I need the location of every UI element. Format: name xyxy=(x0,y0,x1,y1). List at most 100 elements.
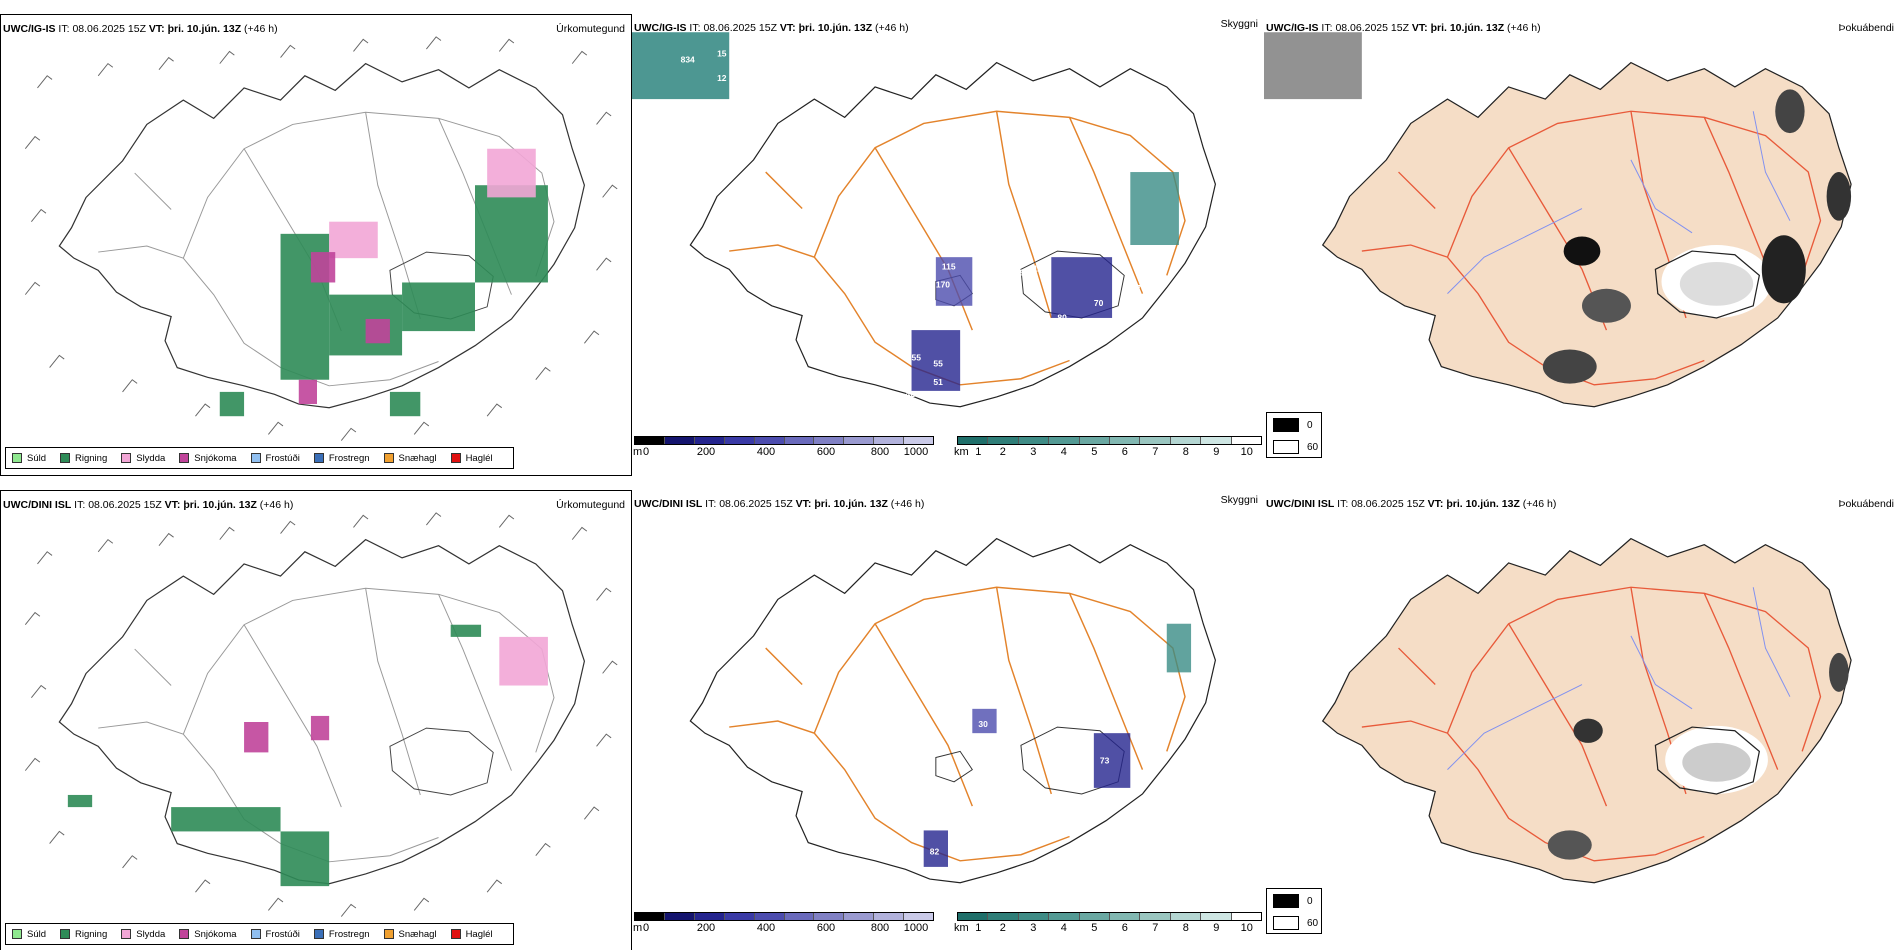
cloud-legend-item: 60 xyxy=(1273,437,1321,457)
precip-type-panel-1: UWC/IG-IS IT: 08.06.2025 15Z VT: þri. 10… xyxy=(0,14,632,476)
visibility-label: 15 xyxy=(717,49,727,59)
colorbar-tick: 8 xyxy=(1182,922,1189,934)
colorbar-tick: 5 xyxy=(1091,922,1098,934)
colorbar-tick: 0 xyxy=(642,922,650,934)
visibility-map: 834 15 12 115 170 193 112 95 65 76 70 80… xyxy=(632,32,1216,408)
fog-map xyxy=(1322,538,1852,884)
legend-item: Snæhagl xyxy=(383,929,437,940)
visibility-label: 834 xyxy=(681,55,695,65)
colorbar-tick: 800 xyxy=(870,446,890,458)
fog-panel-1: UWC/IG-IS IT: 08.06.2025 15Z VT: þri. 10… xyxy=(1264,14,1900,476)
legend-item: Haglél xyxy=(450,929,493,940)
legend-item: Frostregn xyxy=(313,453,370,464)
panel-header: UWC/DINI ISL IT: 08.06.2025 15Z VT: þri.… xyxy=(3,499,294,511)
colorbar-tick: 7 xyxy=(1152,446,1159,458)
visibility-label: 82 xyxy=(930,847,940,857)
visibility-label: 112 xyxy=(1033,264,1047,274)
panel-header: UWC/IG-IS IT: 08.06.2025 15Z VT: þri. 10… xyxy=(3,23,278,35)
panel-title: Úrkomutegund xyxy=(556,499,625,511)
panel-header: UWC/DINI ISL IT: 08.06.2025 15Z VT: þri.… xyxy=(1266,498,1557,510)
cloud-legend-item: 60 xyxy=(1273,913,1321,933)
colorbar-tick: 4 xyxy=(1060,922,1067,934)
colorbar-tick: 0 xyxy=(642,446,650,458)
colorbar-tick: 800 xyxy=(870,922,890,934)
legend-item: Snæhagl xyxy=(383,453,437,464)
legend-item: Frostregn xyxy=(313,929,370,940)
colorbar-tick: 2 xyxy=(999,446,1006,458)
legend-item: Rigning xyxy=(60,453,107,464)
elevation-colorbar: m 0 200 400 600 800 1000 xyxy=(633,436,934,459)
visibility-panel-2: UWC/DINI ISL IT: 08.06.2025 15Z VT: þri.… xyxy=(632,490,1264,950)
colorbar-tick: 200 xyxy=(696,446,716,458)
colorbar-tick: 3 xyxy=(1030,446,1037,458)
colorbar-tick: 3 xyxy=(1030,922,1037,934)
colorbar-tick: 2 xyxy=(999,922,1006,934)
fog-panel-2: UWC/DINI ISL IT: 08.06.2025 15Z VT: þri.… xyxy=(1264,490,1900,950)
visibility-colorbar-boxes xyxy=(957,912,1262,921)
visibility-label: 42 xyxy=(905,389,915,399)
legend-item: Slydda xyxy=(121,929,165,940)
colorbar-unit: km xyxy=(954,922,969,934)
colorbar-unit: m xyxy=(633,922,643,934)
colorbar-tick: 7 xyxy=(1152,922,1159,934)
elevation-colorbar-boxes xyxy=(634,436,934,445)
panel-header: UWC/DINI ISL IT: 08.06.2025 15Z VT: þri.… xyxy=(634,498,925,510)
visibility-label: 193 xyxy=(1015,267,1029,277)
colorbar-tick: 600 xyxy=(816,922,836,934)
fog-map xyxy=(1264,32,1852,408)
colorbar-tick: 6 xyxy=(1121,446,1128,458)
precip-legend: Súld Rigning Slydda Snjókoma Frostúði Fr… xyxy=(5,447,514,469)
visibility-label: 70 xyxy=(1094,298,1104,308)
visibility-panel-1: UWC/IG-IS IT: 08.06.2025 15Z VT: þri. 10… xyxy=(632,14,1264,476)
visibility-label: 115 xyxy=(942,261,956,271)
colorbar-tick: 9 xyxy=(1213,446,1220,458)
precip-map xyxy=(24,36,618,441)
elevation-colorbar: m 0 200 400 600 800 1000 xyxy=(633,912,934,935)
panel-title: Þokuábendi xyxy=(1838,22,1894,34)
legend-item: Súld xyxy=(12,453,46,464)
precip-map xyxy=(24,512,618,917)
cloud-legend-item: 0 xyxy=(1273,415,1321,435)
visibility-label: 170 xyxy=(936,280,950,290)
colorbar-unit: m xyxy=(633,446,643,458)
colorbar-tick: 1000 xyxy=(903,922,929,934)
visibility-label: 12 xyxy=(717,73,727,83)
elevation-colorbar-boxes xyxy=(634,912,934,921)
colorbar-tick: 1000 xyxy=(903,446,929,458)
colorbar-tick: 5 xyxy=(1091,446,1098,458)
precip-type-panel-2: UWC/DINI ISL IT: 08.06.2025 15Z VT: þri.… xyxy=(0,490,632,950)
cloud-legend: 0 60 xyxy=(1266,888,1322,934)
visibility-colorbar: km 1 2 3 4 5 6 7 8 9 10 xyxy=(954,436,1262,459)
colorbar-tick: 400 xyxy=(756,922,776,934)
visibility-label: 30 xyxy=(978,719,988,729)
cloud-legend-item: 0 xyxy=(1273,891,1321,911)
panel-title: Skyggni xyxy=(1220,494,1258,506)
visibility-label: 55 xyxy=(933,359,943,369)
legend-item: Snjókoma xyxy=(179,929,237,940)
colorbar-tick: 200 xyxy=(696,922,716,934)
legend-item: Haglél xyxy=(450,453,493,464)
visibility-colorbar: km 1 2 3 4 5 6 7 8 9 10 xyxy=(954,912,1262,935)
visibility-label: 95 xyxy=(1112,280,1122,290)
colorbar-tick: 400 xyxy=(756,446,776,458)
colorbar-tick: 6 xyxy=(1121,922,1128,934)
legend-item: Súld xyxy=(12,929,46,940)
colorbar-tick: 4 xyxy=(1060,446,1067,458)
panel-title: Skyggni xyxy=(1220,18,1258,30)
colorbar-unit: km xyxy=(954,446,969,458)
visibility-label: 65 xyxy=(1124,286,1134,296)
visibility-label: 80 xyxy=(1057,312,1067,322)
panel-header: UWC/IG-IS IT: 08.06.2025 15Z VT: þri. 10… xyxy=(1266,22,1541,34)
panel-title: Úrkomutegund xyxy=(556,23,625,35)
colorbar-tick: 9 xyxy=(1213,922,1220,934)
panel-header: UWC/IG-IS IT: 08.06.2025 15Z VT: þri. 10… xyxy=(634,22,909,34)
colorbar-tick: 600 xyxy=(816,446,836,458)
legend-item: Snjókoma xyxy=(179,453,237,464)
colorbar-tick: 8 xyxy=(1182,446,1189,458)
legend-item: Frostúði xyxy=(250,453,300,464)
visibility-label: 76 xyxy=(1136,283,1146,293)
colorbar-tick: 10 xyxy=(1240,446,1253,458)
visibility-label: 55 xyxy=(912,352,922,362)
colorbar-tick: 10 xyxy=(1240,922,1253,934)
legend-item: Rigning xyxy=(60,929,107,940)
